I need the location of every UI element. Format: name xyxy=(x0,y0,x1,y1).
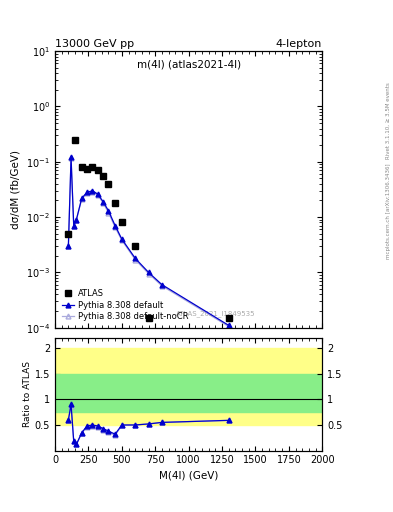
Pythia 8.308 default xyxy=(72,223,76,229)
Pythia 8.308 default xyxy=(106,208,111,214)
ATLAS xyxy=(101,173,105,179)
Line: Pythia 8.308 default-noCR: Pythia 8.308 default-noCR xyxy=(66,156,231,329)
Pythia 8.308 default xyxy=(226,323,231,329)
Pythia 8.308 default-noCR xyxy=(133,257,138,263)
Pythia 8.308 default xyxy=(119,236,124,242)
X-axis label: M(4l) (GeV): M(4l) (GeV) xyxy=(159,471,219,481)
ATLAS xyxy=(226,315,231,321)
Line: Pythia 8.308 default: Pythia 8.308 default xyxy=(66,155,231,328)
Pythia 8.308 default-noCR xyxy=(85,190,90,196)
Y-axis label: dσ/dM (fb/GeV): dσ/dM (fb/GeV) xyxy=(10,150,20,229)
Text: m(4l) (atlas2021-4l): m(4l) (atlas2021-4l) xyxy=(137,59,241,70)
Y-axis label: Ratio to ATLAS: Ratio to ATLAS xyxy=(23,361,32,427)
Pythia 8.308 default xyxy=(79,195,84,201)
Text: ATLAS_2021_I1849535: ATLAS_2021_I1849535 xyxy=(176,310,255,316)
Legend: ATLAS, Pythia 8.308 default, Pythia 8.308 default-noCR: ATLAS, Pythia 8.308 default, Pythia 8.30… xyxy=(59,287,191,324)
Pythia 8.308 default xyxy=(160,282,164,288)
Pythia 8.308 default-noCR xyxy=(146,270,151,276)
Line: ATLAS: ATLAS xyxy=(65,137,232,321)
Pythia 8.308 default-noCR xyxy=(79,196,84,202)
Pythia 8.308 default-noCR xyxy=(160,283,164,289)
Pythia 8.308 default-noCR xyxy=(226,324,231,330)
Pythia 8.308 default xyxy=(133,255,138,261)
Pythia 8.308 default xyxy=(101,199,105,205)
ATLAS xyxy=(106,181,111,187)
Pythia 8.308 default-noCR xyxy=(101,200,105,206)
Pythia 8.308 default xyxy=(74,217,79,223)
ATLAS xyxy=(73,137,77,143)
ATLAS xyxy=(66,231,71,237)
ATLAS xyxy=(119,219,124,225)
Text: 4-lepton: 4-lepton xyxy=(276,38,322,49)
Pythia 8.308 default-noCR xyxy=(69,155,73,161)
Pythia 8.308 default xyxy=(85,189,90,196)
Pythia 8.308 default-noCR xyxy=(74,217,79,223)
Pythia 8.308 default-noCR xyxy=(113,224,118,230)
Pythia 8.308 default xyxy=(69,154,73,160)
ATLAS xyxy=(85,165,90,172)
Pythia 8.308 default xyxy=(66,243,71,249)
ATLAS xyxy=(113,200,118,206)
Pythia 8.308 default-noCR xyxy=(72,223,76,229)
Pythia 8.308 default xyxy=(113,223,118,229)
Pythia 8.308 default-noCR xyxy=(90,188,95,195)
Text: mcplots.cern.ch [arXiv:1306.3436]: mcplots.cern.ch [arXiv:1306.3436] xyxy=(386,164,391,260)
Pythia 8.308 default-noCR xyxy=(66,243,71,249)
Pythia 8.308 default-noCR xyxy=(119,237,124,243)
Text: Rivet 3.1.10, ≥ 3.5M events: Rivet 3.1.10, ≥ 3.5M events xyxy=(386,82,391,159)
Pythia 8.308 default-noCR xyxy=(95,192,100,198)
Bar xyxy=(55,374,322,412)
Text: 13000 GeV pp: 13000 GeV pp xyxy=(55,38,134,49)
Bar xyxy=(55,348,322,425)
Pythia 8.308 default-noCR xyxy=(106,209,111,216)
Pythia 8.308 default xyxy=(146,269,151,275)
ATLAS xyxy=(146,315,151,321)
ATLAS xyxy=(133,243,138,249)
Pythia 8.308 default xyxy=(95,191,100,197)
Pythia 8.308 default xyxy=(90,187,95,194)
ATLAS xyxy=(79,164,84,170)
ATLAS xyxy=(95,167,100,174)
ATLAS xyxy=(90,164,95,170)
